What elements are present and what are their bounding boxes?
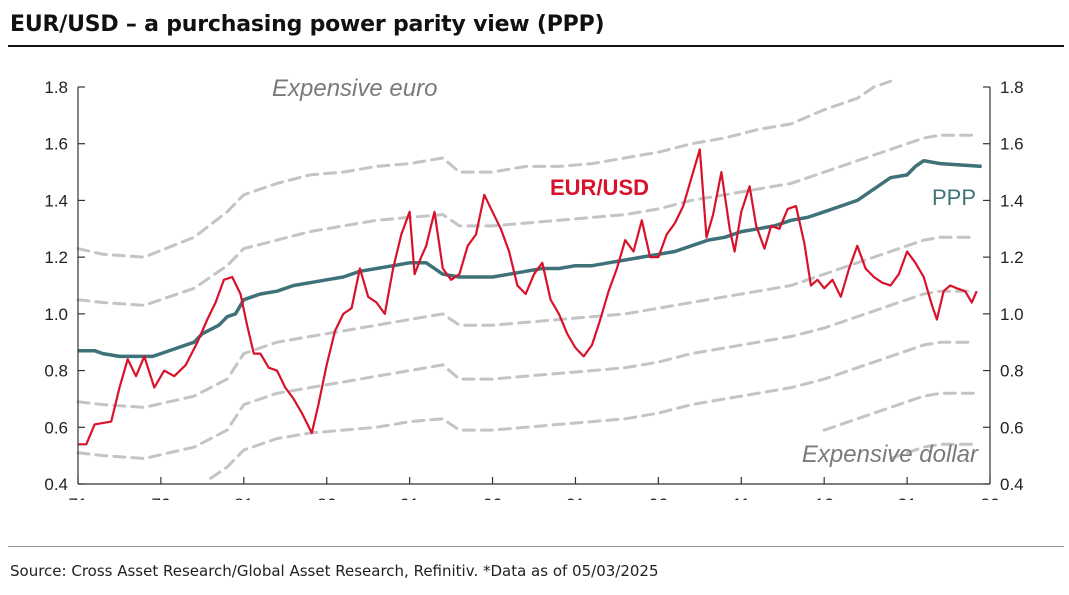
axes: 0.4 0.4 0.6 0.6 0.8 0.8 1.0 1.0 1.2 1.2 1.4 1.4 1.6 1…	[44, 78, 1023, 500]
ppp-series	[78, 158, 982, 359]
series-label-eurusd: EUR/USD	[550, 175, 649, 200]
band-line-2	[76, 133, 975, 307]
series-label-ppp: PPP	[932, 185, 976, 210]
band-line-6	[822, 391, 975, 432]
x-tick-label: 06	[649, 495, 668, 500]
y-tick-label-right: 0.6	[1000, 418, 1024, 437]
y-tick-label-left: 1.0	[44, 305, 68, 324]
y-tick-label-right: 0.4	[1000, 475, 1024, 494]
y-tick-label-right: 1.6	[1000, 135, 1024, 154]
y-tick-label-left: 1.2	[44, 248, 68, 267]
ppp-line-chart: 0.4 0.4 0.6 0.6 0.8 0.8 1.0 1.0 1.2 1.2 1.4 1.4 1.6 1…	[44, 75, 1023, 500]
x-tick-label: 21	[898, 495, 917, 500]
band-line-4	[76, 289, 975, 461]
x-tick-label: 91	[400, 495, 419, 500]
y-tick-label-right: 1.8	[1000, 78, 1024, 97]
x-tick-label: 96	[483, 495, 502, 500]
title-divider	[8, 45, 1064, 47]
x-tick-label: 71	[69, 495, 88, 500]
y-tick-label-left: 0.8	[44, 362, 68, 381]
band-line-1	[76, 79, 892, 259]
x-tick-label: 81	[234, 495, 253, 500]
annotation-expensive-dollar: Expensive dollar	[802, 441, 979, 468]
y-tick-label-left: 0.6	[44, 418, 68, 437]
annotation-expensive-euro: Expensive euro	[272, 75, 437, 102]
footer-divider	[8, 546, 1064, 547]
x-tick-label: 11	[732, 495, 750, 500]
band-line-7	[889, 442, 975, 460]
eurusd-series	[78, 148, 978, 446]
y-tick-label-right: 1.4	[1000, 191, 1024, 210]
x-tick-label: 86	[317, 495, 336, 500]
y-tick-label-right: 1.0	[1000, 305, 1024, 324]
x-tick-label: 26	[981, 495, 1000, 500]
y-tick-label-left: 1.8	[44, 78, 68, 97]
x-tick-label: 01	[566, 495, 585, 500]
y-tick-label-left: 0.4	[44, 475, 68, 494]
eurusd-line	[78, 148, 978, 446]
band-line-3	[76, 235, 975, 409]
y-tick-label-right: 1.2	[1000, 248, 1024, 267]
y-tick-label-right: 0.8	[1000, 362, 1024, 381]
page-title: EUR/USD – a purchasing power parity view…	[10, 12, 605, 37]
x-tick-label: 76	[151, 495, 170, 500]
band-line-5	[209, 340, 975, 480]
ppp-line	[78, 158, 982, 359]
source-note: Source: Cross Asset Research/Global Asse…	[10, 562, 659, 580]
x-tick-label: 16	[815, 495, 834, 500]
y-tick-label-left: 1.4	[44, 191, 68, 210]
y-tick-label-left: 1.6	[44, 135, 68, 154]
valuation-bands	[76, 79, 975, 480]
